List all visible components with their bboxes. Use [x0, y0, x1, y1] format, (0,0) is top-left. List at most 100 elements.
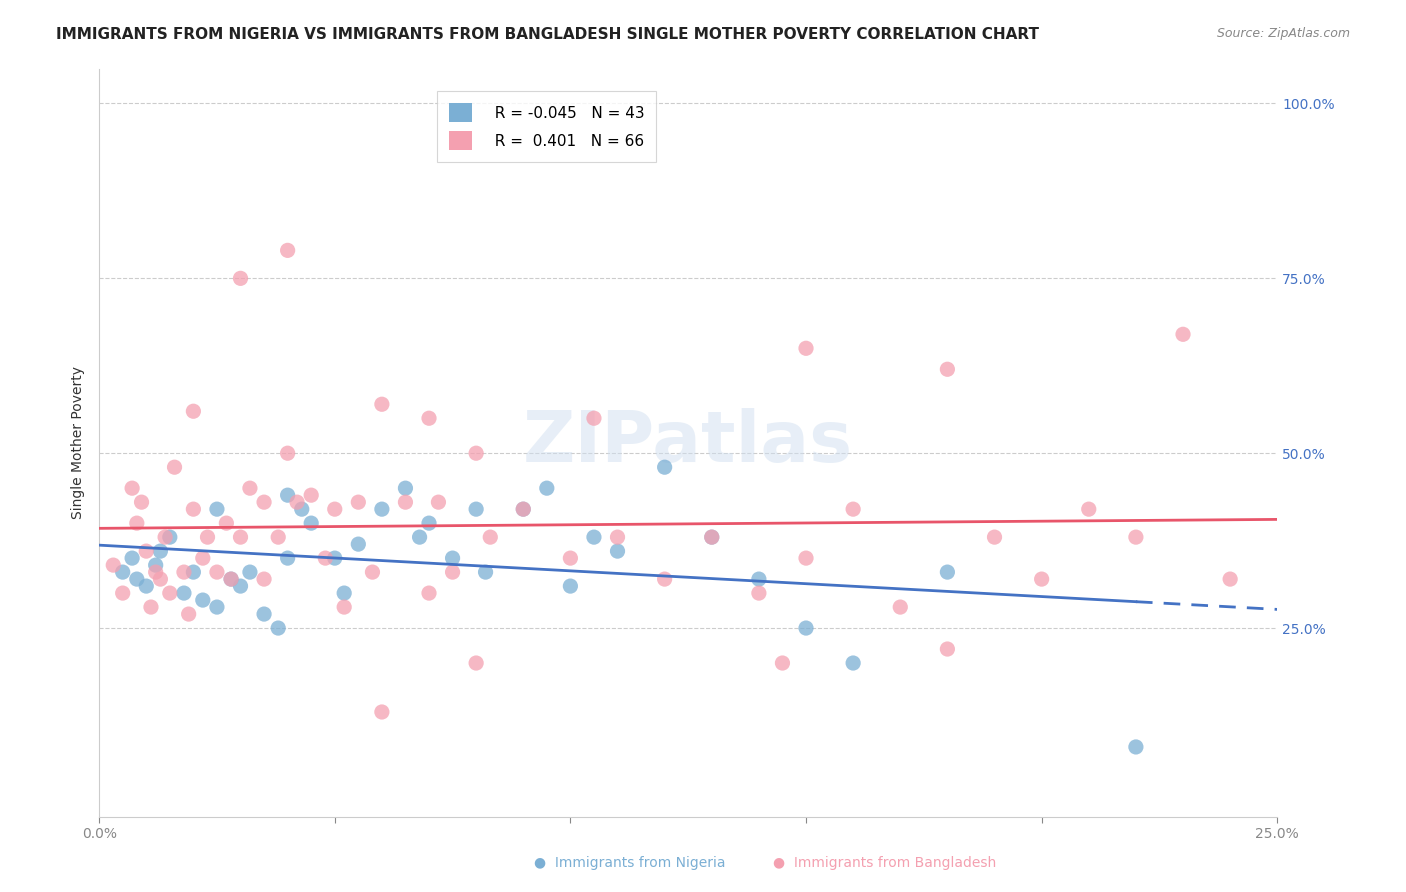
Point [772, 656, 794, 670]
Point [145, 558, 167, 573]
Point [794, 551, 817, 566]
Point [441, 565, 464, 579]
Point [277, 488, 299, 502]
Point [277, 551, 299, 566]
Text: Source: ZipAtlas.com: Source: ZipAtlas.com [1216, 27, 1350, 40]
Point [936, 565, 959, 579]
Point [700, 530, 723, 544]
Point [560, 551, 582, 566]
Point [229, 579, 252, 593]
Point [1219, 572, 1241, 586]
Point [347, 537, 370, 551]
Point [333, 586, 356, 600]
Point [394, 495, 416, 509]
Point [606, 544, 628, 558]
Point [191, 551, 214, 566]
Point [149, 544, 172, 558]
Point [253, 607, 276, 621]
Text: ●  Immigrants from Bangladesh: ● Immigrants from Bangladesh [773, 855, 997, 870]
Point [215, 516, 238, 530]
Point [333, 600, 356, 615]
Point [285, 495, 308, 509]
Legend:   R = -0.045   N = 43,   R =  0.401   N = 66: R = -0.045 N = 43, R = 0.401 N = 66 [437, 91, 657, 162]
Point [700, 530, 723, 544]
Point [794, 341, 817, 355]
Point [512, 502, 534, 516]
Point [582, 530, 605, 544]
Point [748, 572, 770, 586]
Point [125, 516, 148, 530]
Point [121, 551, 143, 566]
Point [1125, 530, 1147, 544]
Point [111, 565, 134, 579]
Point [299, 516, 322, 530]
Point [323, 551, 346, 566]
Point [347, 495, 370, 509]
Point [474, 565, 496, 579]
Point [219, 572, 242, 586]
Point [323, 502, 346, 516]
Point [153, 530, 176, 544]
Point [149, 572, 172, 586]
Point [229, 271, 252, 285]
Point [371, 397, 394, 411]
Point [183, 404, 205, 418]
Point [1077, 502, 1099, 516]
Point [748, 586, 770, 600]
Point [121, 481, 143, 495]
Point [131, 495, 153, 509]
Y-axis label: Single Mother Poverty: Single Mother Poverty [72, 367, 86, 519]
Point [253, 495, 276, 509]
Point [536, 481, 558, 495]
Point [229, 530, 252, 544]
Text: ZIPatlas: ZIPatlas [523, 409, 853, 477]
Point [219, 572, 242, 586]
Point [277, 244, 299, 258]
Point [465, 656, 488, 670]
Point [191, 593, 214, 607]
Point [1031, 572, 1053, 586]
Point [314, 551, 336, 566]
Point [361, 565, 384, 579]
Point [173, 565, 195, 579]
Point [267, 621, 290, 635]
Point [394, 481, 416, 495]
Point [253, 572, 276, 586]
Point [371, 502, 394, 516]
Point [465, 446, 488, 460]
Point [418, 411, 440, 425]
Point [205, 502, 228, 516]
Point [239, 481, 262, 495]
Point [418, 586, 440, 600]
Point [794, 621, 817, 635]
Point [512, 502, 534, 516]
Point [205, 565, 228, 579]
Point [441, 551, 464, 566]
Point [183, 565, 205, 579]
Point [135, 579, 157, 593]
Point [103, 558, 125, 573]
Point [111, 586, 134, 600]
Point [183, 502, 205, 516]
Point [239, 565, 262, 579]
Point [465, 502, 488, 516]
Point [889, 600, 911, 615]
Point [299, 488, 322, 502]
Point [936, 642, 959, 657]
Point [159, 530, 181, 544]
Point [1125, 739, 1147, 754]
Point [427, 495, 450, 509]
Point [173, 586, 195, 600]
Point [197, 530, 219, 544]
Point [291, 502, 314, 516]
Point [582, 411, 605, 425]
Point [277, 446, 299, 460]
Point [408, 530, 430, 544]
Point [163, 460, 186, 475]
Point [842, 502, 865, 516]
Point [606, 530, 628, 544]
Point [983, 530, 1005, 544]
Point [139, 600, 162, 615]
Point [654, 460, 676, 475]
Point [177, 607, 200, 621]
